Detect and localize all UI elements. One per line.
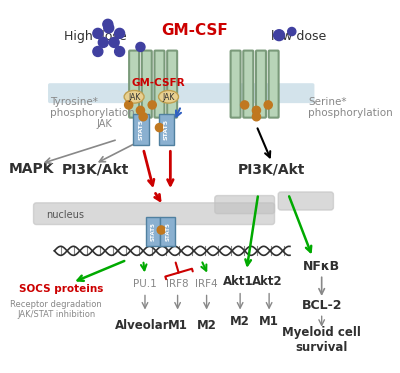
FancyBboxPatch shape [256,51,266,117]
FancyBboxPatch shape [158,114,174,145]
Circle shape [264,101,272,109]
Circle shape [115,28,124,38]
Text: M2: M2 [230,315,250,328]
Circle shape [274,30,284,41]
Text: M2: M2 [197,319,216,332]
Text: NFκB: NFκB [303,260,340,273]
Text: IRF4: IRF4 [195,279,218,289]
Ellipse shape [124,90,144,103]
Circle shape [93,47,103,56]
Text: M1: M1 [168,319,188,332]
Circle shape [136,106,144,115]
Text: PI3K/Akt: PI3K/Akt [62,162,129,176]
Circle shape [139,113,147,121]
Text: BCL-2: BCL-2 [302,299,342,312]
FancyBboxPatch shape [231,51,240,117]
Circle shape [103,19,113,29]
Circle shape [157,226,165,234]
Text: nucleus: nucleus [46,210,84,220]
Text: Akt2: Akt2 [252,275,283,288]
FancyBboxPatch shape [160,217,175,246]
FancyBboxPatch shape [133,114,149,145]
FancyBboxPatch shape [243,51,253,117]
Text: JAK: JAK [162,93,175,102]
Text: STAT5: STAT5 [164,119,169,140]
Circle shape [288,28,296,36]
FancyBboxPatch shape [142,51,152,117]
FancyBboxPatch shape [278,192,334,210]
Text: Myeloid cell
survival: Myeloid cell survival [282,326,361,354]
Text: GM-CSFR: GM-CSFR [132,78,185,88]
Circle shape [136,43,145,51]
FancyBboxPatch shape [34,203,274,225]
Text: M1: M1 [259,315,279,328]
FancyBboxPatch shape [129,51,139,117]
Text: Tyrosine*
phosphorylation: Tyrosine* phosphorylation [50,97,134,118]
Circle shape [115,47,124,56]
Circle shape [252,106,260,115]
FancyBboxPatch shape [146,217,160,246]
Circle shape [148,101,156,109]
Text: Serine*
phosphorylation: Serine* phosphorylation [308,97,393,118]
Text: PI3K/Akt: PI3K/Akt [238,162,306,176]
Text: Alveolar: Alveolar [115,319,170,332]
Text: STAT5: STAT5 [138,119,144,140]
Ellipse shape [158,90,178,103]
Text: Receptor degradation
JAK/STAT inhibition: Receptor degradation JAK/STAT inhibition [10,300,102,319]
Text: SOCS proteins: SOCS proteins [20,284,104,294]
Text: High dose: High dose [64,31,126,44]
Text: IRF8: IRF8 [166,279,189,289]
Text: STAT5: STAT5 [165,222,170,241]
Text: MAPK: MAPK [9,162,54,176]
FancyBboxPatch shape [269,51,279,117]
FancyBboxPatch shape [167,51,177,117]
Text: JAK: JAK [128,93,140,102]
Circle shape [109,37,119,47]
Text: GM-CSF: GM-CSF [162,23,228,38]
Circle shape [93,28,103,38]
Circle shape [124,101,133,109]
Text: STAT5: STAT5 [151,222,156,241]
FancyBboxPatch shape [154,51,164,117]
Circle shape [240,101,249,109]
Text: JAK: JAK [96,119,112,129]
FancyBboxPatch shape [215,195,274,214]
Circle shape [156,123,164,132]
Circle shape [104,23,114,33]
Circle shape [252,113,260,121]
FancyBboxPatch shape [48,83,314,103]
Text: PU.1: PU.1 [133,279,157,289]
Text: low dose: low dose [271,31,327,44]
Text: Akt1: Akt1 [223,275,254,288]
Circle shape [98,37,108,47]
